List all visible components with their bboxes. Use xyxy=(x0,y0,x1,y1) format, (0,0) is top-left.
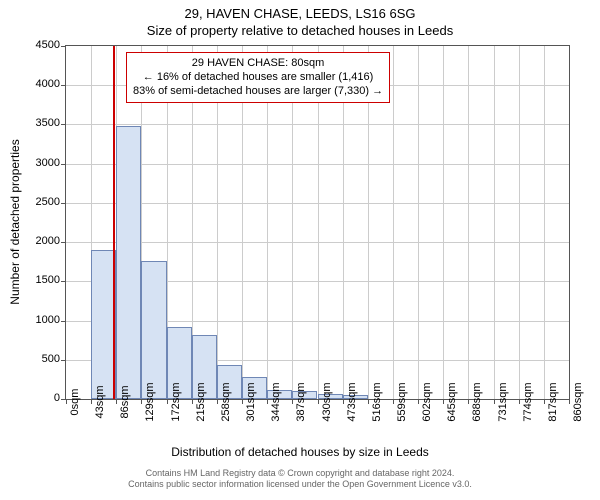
grid-line-v xyxy=(443,46,444,399)
x-tick-mark xyxy=(292,399,293,404)
y-tick-label: 1000 xyxy=(10,314,60,326)
grid-line-v xyxy=(393,46,394,399)
x-tick-mark xyxy=(217,399,218,404)
x-tick-label: 172sqm xyxy=(170,382,182,421)
y-tick-label: 500 xyxy=(10,353,60,365)
x-tick-mark xyxy=(468,399,469,404)
y-tick-label: 4000 xyxy=(10,78,60,90)
x-tick-label: 731sqm xyxy=(497,382,509,421)
histogram-bar xyxy=(141,261,166,399)
x-tick-label: 473sqm xyxy=(346,382,358,421)
y-tick-label: 3500 xyxy=(10,117,60,129)
x-tick-mark xyxy=(544,399,545,404)
marker-line xyxy=(113,46,115,399)
x-tick-mark xyxy=(368,399,369,404)
y-tick-mark xyxy=(61,85,66,86)
grid-line-v xyxy=(418,46,419,399)
x-tick-label: 43sqm xyxy=(94,385,106,418)
footer-line-2: Contains public sector information licen… xyxy=(0,479,600,490)
x-tick-mark xyxy=(393,399,394,404)
footer-attribution: Contains HM Land Registry data © Crown c… xyxy=(0,468,600,490)
y-tick-mark xyxy=(61,203,66,204)
y-tick-mark xyxy=(61,164,66,165)
y-tick-label: 4500 xyxy=(10,39,60,51)
y-tick-label: 3000 xyxy=(10,157,60,169)
y-tick-label: 2500 xyxy=(10,196,60,208)
x-tick-mark xyxy=(343,399,344,404)
x-tick-mark xyxy=(167,399,168,404)
grid-line-v xyxy=(468,46,469,399)
annotation-line: ← 16% of detached houses are smaller (1,… xyxy=(133,71,383,85)
grid-line-v xyxy=(494,46,495,399)
y-tick-label: 0 xyxy=(10,392,60,404)
x-tick-mark xyxy=(242,399,243,404)
grid-line-v xyxy=(519,46,520,399)
x-tick-mark xyxy=(66,399,67,404)
x-tick-mark xyxy=(91,399,92,404)
annotation-box: 29 HAVEN CHASE: 80sqm← 16% of detached h… xyxy=(126,52,390,103)
y-tick-mark xyxy=(61,360,66,361)
histogram-bar xyxy=(116,126,141,399)
y-tick-mark xyxy=(61,242,66,243)
x-tick-mark xyxy=(418,399,419,404)
chart-plot-area: 29 HAVEN CHASE: 80sqm← 16% of detached h… xyxy=(65,45,570,400)
x-tick-label: 602sqm xyxy=(421,382,433,421)
x-tick-label: 817sqm xyxy=(547,382,559,421)
x-tick-label: 344sqm xyxy=(270,382,282,421)
chart-title-2: Size of property relative to detached ho… xyxy=(0,21,600,38)
x-axis-label: Distribution of detached houses by size … xyxy=(0,445,600,459)
x-tick-label: 559sqm xyxy=(396,382,408,421)
x-tick-mark xyxy=(569,399,570,404)
annotation-line: 29 HAVEN CHASE: 80sqm xyxy=(133,57,383,71)
x-tick-label: 430sqm xyxy=(321,382,333,421)
x-tick-label: 86sqm xyxy=(119,385,131,418)
x-tick-mark xyxy=(494,399,495,404)
x-tick-mark xyxy=(318,399,319,404)
footer-line-1: Contains HM Land Registry data © Crown c… xyxy=(0,468,600,479)
x-tick-label: 129sqm xyxy=(144,382,156,421)
chart-title-1: 29, HAVEN CHASE, LEEDS, LS16 6SG xyxy=(0,0,600,21)
annotation-line: 83% of semi-detached houses are larger (… xyxy=(133,85,383,99)
x-tick-mark xyxy=(141,399,142,404)
x-tick-label: 0sqm xyxy=(69,389,81,416)
x-tick-label: 860sqm xyxy=(572,382,584,421)
x-tick-mark xyxy=(192,399,193,404)
x-tick-label: 645sqm xyxy=(446,382,458,421)
x-tick-mark xyxy=(116,399,117,404)
x-tick-label: 258sqm xyxy=(220,382,232,421)
x-tick-label: 301sqm xyxy=(245,382,257,421)
y-tick-label: 2000 xyxy=(10,235,60,247)
x-tick-mark xyxy=(443,399,444,404)
y-tick-label: 1500 xyxy=(10,274,60,286)
y-tick-mark xyxy=(61,124,66,125)
x-tick-label: 215sqm xyxy=(195,382,207,421)
y-tick-mark xyxy=(61,46,66,47)
y-tick-mark xyxy=(61,321,66,322)
x-tick-mark xyxy=(519,399,520,404)
x-tick-label: 516sqm xyxy=(371,382,383,421)
x-tick-label: 688sqm xyxy=(471,382,483,421)
y-tick-mark xyxy=(61,281,66,282)
x-tick-label: 387sqm xyxy=(295,382,307,421)
x-tick-label: 774sqm xyxy=(522,382,534,421)
x-tick-mark xyxy=(267,399,268,404)
grid-line-v xyxy=(544,46,545,399)
